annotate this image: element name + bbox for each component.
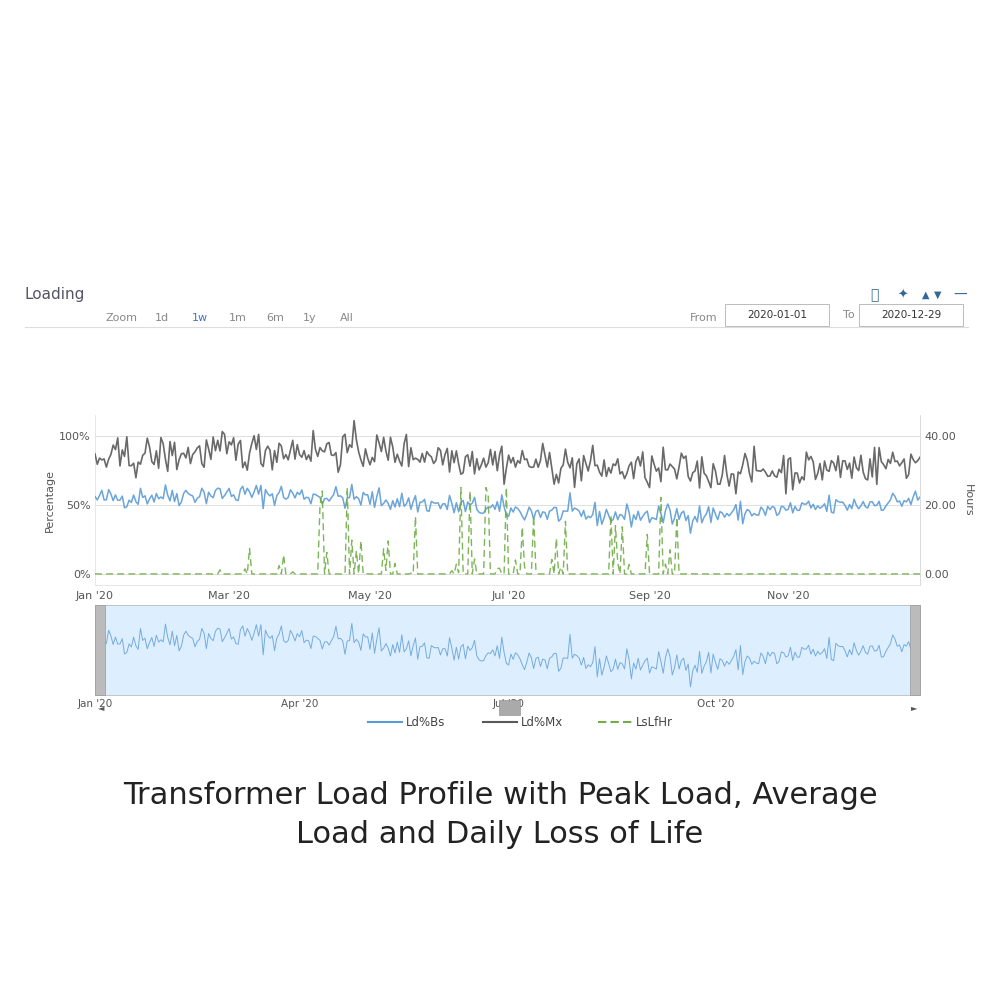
Text: —: — xyxy=(953,288,967,302)
Text: From: From xyxy=(690,313,718,323)
Y-axis label: Hours: Hours xyxy=(963,484,973,516)
Bar xyxy=(910,605,920,695)
Text: 1d: 1d xyxy=(155,313,169,323)
Bar xyxy=(95,605,105,695)
Text: ▼: ▼ xyxy=(934,290,942,300)
Y-axis label: Percentage: Percentage xyxy=(45,468,55,531)
Text: To: To xyxy=(843,310,855,320)
Text: Zoom: Zoom xyxy=(105,313,137,323)
Text: Ld%Bs: Ld%Bs xyxy=(406,716,445,728)
FancyBboxPatch shape xyxy=(859,304,963,326)
Bar xyxy=(499,700,520,715)
Text: Loading: Loading xyxy=(25,288,85,302)
Text: 1y: 1y xyxy=(303,313,317,323)
Text: 1m: 1m xyxy=(229,313,247,323)
Text: All: All xyxy=(340,313,354,323)
Text: ►: ► xyxy=(911,703,918,712)
Text: 1w: 1w xyxy=(192,313,208,323)
Text: Transformer Load Profile with Peak Load, Average
Load and Daily Loss of Life: Transformer Load Profile with Peak Load,… xyxy=(123,781,877,849)
Text: 2020-01-01: 2020-01-01 xyxy=(747,310,807,320)
Text: 2020-12-29: 2020-12-29 xyxy=(881,310,941,320)
FancyBboxPatch shape xyxy=(725,304,829,326)
Text: Ld%Mx: Ld%Mx xyxy=(521,716,563,728)
Text: LsLfHr: LsLfHr xyxy=(636,716,673,728)
Text: 6m: 6m xyxy=(266,313,284,323)
Text: ✦: ✦ xyxy=(898,288,908,302)
Text: ⤢: ⤢ xyxy=(870,288,878,302)
Text: ◄: ◄ xyxy=(97,703,104,712)
Text: ▲: ▲ xyxy=(922,290,930,300)
